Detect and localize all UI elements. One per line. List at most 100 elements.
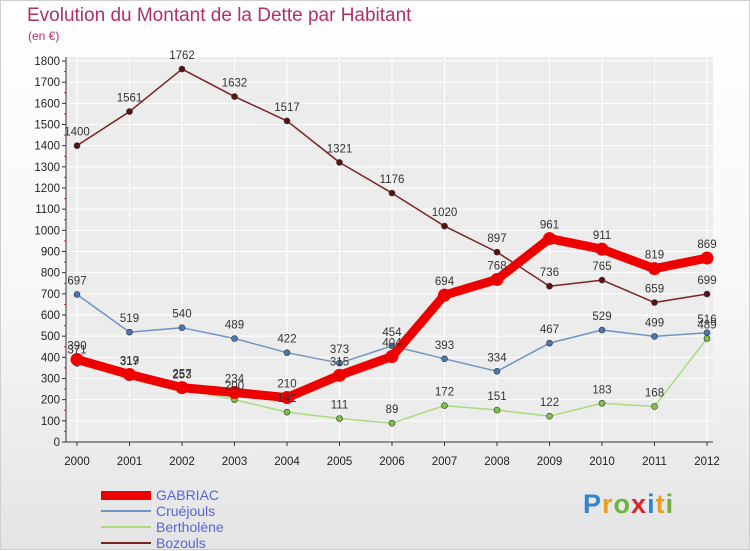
data-label-bertholene: 89 <box>386 404 399 416</box>
data-label-bozouls: 1400 <box>64 127 90 139</box>
y-tick-label: 1300 <box>34 162 60 174</box>
data-label-gabriac: 768 <box>487 260 506 272</box>
data-point-cruejouls <box>651 333 658 340</box>
data-label-cruejouls: 467 <box>540 324 559 336</box>
x-tick-label: 2008 <box>484 456 510 468</box>
data-label-bertholene: 172 <box>435 387 454 399</box>
data-point-cruejouls <box>598 326 606 334</box>
data-label-bertholene: 253 <box>172 369 191 381</box>
data-point-cruejouls <box>73 291 81 298</box>
x-tick-label: 2006 <box>379 456 405 468</box>
data-point-bertholene <box>441 402 448 409</box>
data-label-gabriac: 911 <box>593 230 611 242</box>
data-point-cruejouls <box>231 335 238 342</box>
x-tick-label: 2000 <box>64 456 90 468</box>
data-label-gabriac: 257 <box>172 369 191 381</box>
data-point-bertholene <box>336 415 343 422</box>
y-tick-label: 1600 <box>34 98 60 110</box>
data-label-bozouls: 1176 <box>380 174 405 186</box>
data-point-gabriac <box>175 381 189 395</box>
data-label-bozouls: 659 <box>645 284 664 296</box>
legend-label-bertholene: Bertholène <box>156 519 224 535</box>
data-label-cruejouls: 489 <box>225 319 244 331</box>
legend-swatch-bertholene <box>101 526 151 528</box>
y-tick-label: 1400 <box>34 141 60 153</box>
data-point-gabriac <box>595 242 609 256</box>
data-label-bertholene: 122 <box>540 397 559 409</box>
y-tick-label: 800 <box>41 268 60 280</box>
data-label-gabriac: 210 <box>277 379 296 391</box>
data-label-bozouls: 1020 <box>432 207 458 219</box>
data-label-bertholene: 489 <box>697 319 716 331</box>
data-point-bertholene <box>283 408 291 416</box>
data-point-gabriac <box>280 391 294 405</box>
data-point-bozouls <box>336 159 343 166</box>
y-tick-label: 1100 <box>35 204 60 216</box>
chart-subtitle: (en €) <box>28 29 60 43</box>
data-point-gabriac <box>333 368 346 382</box>
data-point-bozouls <box>73 142 81 149</box>
data-label-bertholene: 141 <box>277 393 296 405</box>
data-label-bozouls: 1632 <box>222 78 248 90</box>
data-label-cruejouls: 516 <box>697 314 716 326</box>
data-label-cruejouls: 393 <box>435 340 454 352</box>
x-tick-label: 2003 <box>222 456 248 468</box>
data-point-cruejouls <box>546 339 553 347</box>
data-point-cruejouls <box>336 359 343 367</box>
data-point-gabriac <box>438 288 451 302</box>
y-tick-label: 500 <box>41 331 60 343</box>
data-point-bozouls <box>598 276 606 284</box>
y-tick-label: 0 <box>54 437 60 449</box>
data-point-cruejouls <box>126 328 133 336</box>
data-point-cruejouls <box>178 324 186 332</box>
data-label-gabriac: 819 <box>645 250 664 262</box>
proxiti-logo: Proxiti <box>583 489 675 519</box>
data-point-bertholene <box>388 419 396 427</box>
y-tick-label: 400 <box>41 352 60 364</box>
data-label-bertholene: 111 <box>331 400 348 412</box>
data-label-cruejouls: 373 <box>330 344 349 356</box>
data-point-gabriac <box>543 232 556 246</box>
data-point-bozouls <box>546 282 553 290</box>
data-label-bertholene: 183 <box>592 384 611 396</box>
data-point-gabriac <box>648 262 661 276</box>
data-label-bozouls: 897 <box>487 233 506 245</box>
data-point-gabriac <box>70 352 84 366</box>
data-label-gabriac: 390 <box>67 340 86 352</box>
data-label-cruejouls: 697 <box>67 275 86 287</box>
y-tick-label: 1800 <box>34 56 60 68</box>
data-label-cruejouls: 454 <box>382 327 402 339</box>
data-label-cruejouls: 529 <box>592 311 611 323</box>
y-tick-label: 1700 <box>34 77 60 89</box>
x-tick-label: 2010 <box>589 456 615 468</box>
data-label-gabriac: 234 <box>225 373 245 385</box>
data-label-cruejouls: 499 <box>645 317 664 329</box>
x-tick-label: 2012 <box>694 456 720 468</box>
data-label-bozouls: 736 <box>540 267 559 279</box>
y-tick-label: 1000 <box>34 225 60 237</box>
data-label-gabriac: 315 <box>330 356 349 368</box>
data-point-gabriac <box>700 251 714 265</box>
y-tick-label: 700 <box>41 289 60 301</box>
data-point-bozouls <box>126 108 133 115</box>
data-point-cruejouls <box>283 349 291 356</box>
data-label-bertholene: 151 <box>487 391 506 403</box>
data-label-bertholene: 371 <box>67 344 86 356</box>
x-tick-label: 2001 <box>117 456 143 468</box>
data-point-bozouls <box>231 93 238 100</box>
data-label-gabriac: 319 <box>120 355 139 367</box>
data-label-cruejouls: 422 <box>277 334 296 346</box>
data-point-gabriac <box>490 272 504 286</box>
x-tick-label: 2005 <box>327 456 353 468</box>
legend-swatch-bozouls <box>101 542 151 544</box>
data-point-bozouls <box>388 189 396 197</box>
x-tick-label: 2009 <box>537 456 563 468</box>
data-point-gabriac <box>123 367 136 381</box>
x-tick-label: 2004 <box>274 456 300 468</box>
data-label-cruejouls: 519 <box>120 313 139 325</box>
legend-label-bozouls: Bozouls <box>156 535 206 551</box>
legend-label-gabriac: GABRIAC <box>156 487 220 503</box>
data-point-bozouls <box>651 299 658 306</box>
y-tick-label: 1500 <box>34 120 60 132</box>
